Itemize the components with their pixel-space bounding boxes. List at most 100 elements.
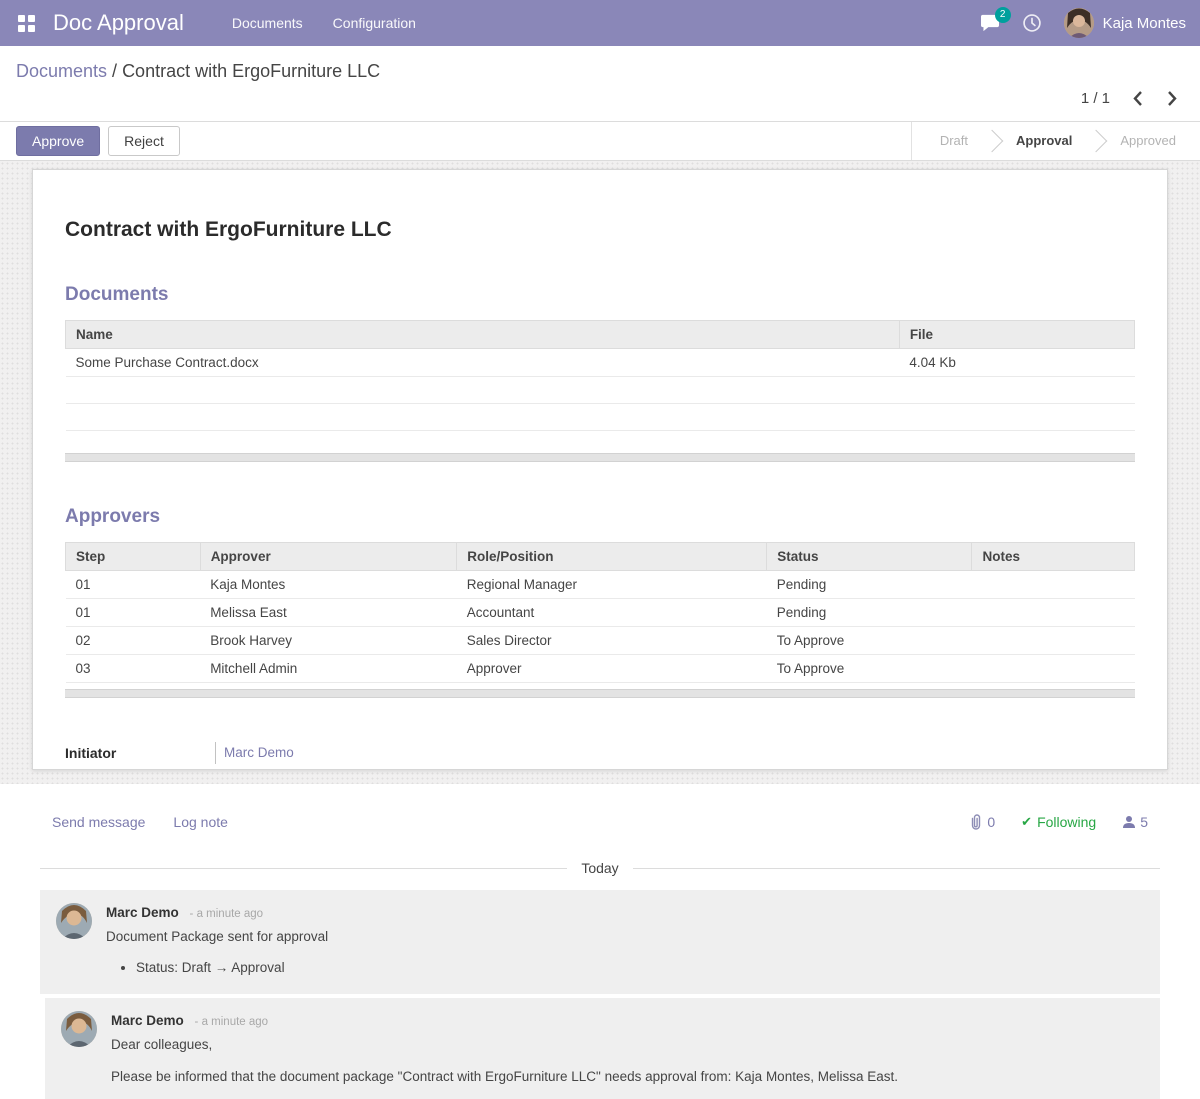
approver-status: Pending [767,571,972,599]
documents-col-file[interactable]: File [899,321,1134,349]
record-title: Contract with ErgoFurniture LLC [65,218,1135,242]
documents-table: Name File Some Purchase Contract.docx 4.… [65,320,1135,431]
person-icon [1122,815,1136,829]
approvers-col-notes[interactable]: Notes [972,543,1135,571]
approver-name: Mitchell Admin [200,655,457,683]
approver-row[interactable]: 01 Melissa East Accountant Pending [66,599,1135,627]
message-author-avatar[interactable] [61,1011,97,1047]
menu-documents[interactable]: Documents [232,15,303,31]
initiator-value[interactable]: Marc Demo [215,742,294,764]
attachments-button[interactable]: 0 [969,814,995,830]
breadcrumb-separator: / [107,61,122,81]
message-author[interactable]: Marc Demo [111,1013,184,1028]
message-timestamp: - a minute ago [195,1016,269,1028]
statusbar-step-approval[interactable]: Approval [992,122,1096,160]
statusbar-step-approved[interactable]: Approved [1096,122,1200,160]
user-avatar [1064,8,1094,38]
approver-step: 01 [66,599,201,627]
approvers-col-step[interactable]: Step [66,543,201,571]
message-body: Document Package sent for approval [106,927,1144,947]
messages-icon[interactable]: 2 [980,14,1000,32]
date-divider-label: Today [581,860,618,876]
approver-status: To Approve [767,627,972,655]
breadcrumb: Documents / Contract with ErgoFurniture … [0,46,1200,84]
message: Marc Demo - a minute ago Dear colleagues… [40,998,1160,1099]
approver-notes [972,627,1135,655]
approver-row[interactable]: 03 Mitchell Admin Approver To Approve [66,655,1135,683]
following-button[interactable]: ✔ Following [1021,814,1096,830]
approvers-col-role[interactable]: Role/Position [457,543,767,571]
approvers-col-status[interactable]: Status [767,543,972,571]
approver-status: Pending [767,599,972,627]
action-bar: Approve Reject Draft Approval Approved [0,121,1200,161]
log-note-button[interactable]: Log note [173,814,228,830]
approvers-section-heading: Approvers [65,506,1135,528]
clock-icon [1022,13,1042,33]
approver-row[interactable]: 01 Kaja Montes Regional Manager Pending [66,571,1135,599]
form-background: Contract with ErgoFurniture LLC Document… [0,161,1200,784]
initiator-label: Initiator [65,745,215,761]
date-divider: Today [40,860,1160,876]
tracking-value: Status: Draft → Approval [136,958,1144,978]
document-row[interactable]: Some Purchase Contract.docx 4.04 Kb [66,349,1135,377]
followers-button[interactable]: 5 [1122,814,1148,830]
initiator-field: Initiator Marc Demo [65,742,1135,764]
message-count-badge: 2 [995,7,1011,23]
approver-notes [972,571,1135,599]
approver-row[interactable]: 02 Brook Harvey Sales Director To Approv… [66,627,1135,655]
statusbar-step-draft[interactable]: Draft [916,122,992,160]
main-menu: Documents Configuration [232,15,416,31]
tracking-list: Status: Draft → Approval [136,958,1144,978]
paperclip-icon [969,814,983,830]
approver-role: Accountant [457,599,767,627]
user-menu[interactable]: Kaja Montes [1064,8,1186,38]
check-icon: ✔ [1021,814,1032,830]
breadcrumb-parent[interactable]: Documents [16,61,107,81]
approver-step: 01 [66,571,201,599]
menu-configuration[interactable]: Configuration [333,15,416,31]
message-body: Please be informed that the document pac… [111,1067,1144,1087]
approver-notes [972,655,1135,683]
reject-button[interactable]: Reject [108,126,180,156]
message-timestamp: - a minute ago [190,908,264,920]
statusbar: Draft Approval Approved [911,122,1200,160]
documents-col-name[interactable]: Name [66,321,900,349]
documents-section-heading: Documents [65,284,1135,306]
document-name: Some Purchase Contract.docx [66,349,900,377]
pager-next-button[interactable] [1165,88,1180,109]
approver-status: To Approve [767,655,972,683]
chatter-toolbar: Send message Log note 0 ✔ Following 5 [40,814,1160,830]
empty-row [66,377,1135,404]
empty-row [66,404,1135,431]
approver-name: Melissa East [200,599,457,627]
activity-clock-icon[interactable] [1022,13,1042,33]
approver-role: Regional Manager [457,571,767,599]
breadcrumb-current: Contract with ErgoFurniture LLC [122,61,380,81]
following-label: Following [1037,814,1096,830]
message-author-avatar[interactable] [56,903,92,939]
app-title[interactable]: Doc Approval [53,10,184,36]
approve-button[interactable]: Approve [16,126,100,156]
chatter: Send message Log note 0 ✔ Following 5 [0,784,1200,1099]
pager-previous-button[interactable] [1130,88,1145,109]
document-file-size: 4.04 Kb [899,349,1134,377]
approver-role: Sales Director [457,627,767,655]
top-navbar: Doc Approval Documents Configuration 2 [0,0,1200,46]
message-author[interactable]: Marc Demo [106,905,179,920]
attachment-count: 0 [987,814,995,830]
approver-step: 02 [66,627,201,655]
form-sheet: Contract with ErgoFurniture LLC Document… [32,169,1168,770]
pager: 1 / 1 [0,84,1200,121]
pager-count: 1 / 1 [1081,90,1110,107]
approvers-table: Step Approver Role/Position Status Notes… [65,542,1135,683]
documents-table-footer-strip [65,453,1135,462]
approver-name: Kaja Montes [200,571,457,599]
user-name: Kaja Montes [1103,15,1186,32]
send-message-button[interactable]: Send message [52,814,145,830]
follower-count: 5 [1140,814,1148,830]
message-thread: Marc Demo - a minute ago Document Packag… [40,890,1160,1099]
apps-menu-icon[interactable] [18,15,35,32]
message: Marc Demo - a minute ago Document Packag… [40,890,1160,994]
approvers-col-approver[interactable]: Approver [200,543,457,571]
approver-notes [972,599,1135,627]
